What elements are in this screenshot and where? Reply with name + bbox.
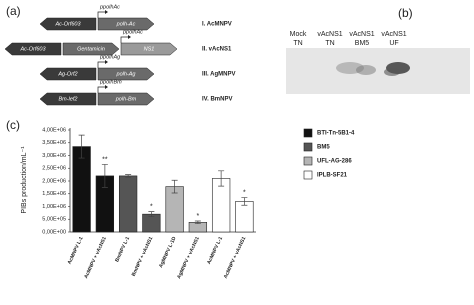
x-tick-label: AcMNPV + vAcNS1 <box>83 236 108 280</box>
lane-label: vAcNS1 <box>349 31 374 38</box>
promoter-head <box>105 85 108 89</box>
construct-name: I. AcMNPV <box>202 22 232 28</box>
y-tick-label: 3,00E+06 <box>42 153 66 159</box>
y-tick-label: 5,00E+05 <box>42 217 66 223</box>
y-tick-label: 1,50E+06 <box>42 191 66 197</box>
gene-label: polh-Ag <box>116 71 137 77</box>
x-tick-label: AcMNPV L-1 <box>67 236 85 266</box>
gene-label: Ac-Orf603 <box>54 21 81 27</box>
promoter-label: ppolhAg <box>99 54 121 60</box>
lane-label: BM5 <box>355 40 370 47</box>
legend-swatch <box>303 156 313 166</box>
panel-label: (c) <box>6 118 20 132</box>
error-bar <box>194 220 201 224</box>
x-tick-label: AgMNPV + vAcNS1 <box>176 236 201 280</box>
gene-arrow <box>39 17 97 31</box>
promoter-label: ppolhAc <box>122 29 143 35</box>
y-tick-label: 3,50E+06 <box>42 140 66 146</box>
x-tick-label: BmNPV L-1 <box>114 236 131 263</box>
y-tick-label: 2,00E+06 <box>42 178 66 184</box>
error-bar <box>148 211 155 218</box>
x-tick-label: AcMNPV L-1 <box>206 236 224 266</box>
significance: * <box>243 189 246 196</box>
lane-label: TN <box>293 40 302 47</box>
promoter-arrow <box>97 86 105 93</box>
x-tick-label: AgMNPV L-1D <box>158 236 178 269</box>
lane-label: Mock <box>290 31 307 38</box>
panel-label: (b) <box>398 6 413 20</box>
gene-label: Ac-Orf603 <box>19 46 46 52</box>
legend-label: BTI-Tn-5B1-4 <box>317 131 355 137</box>
y-tick-label: 0,00E+00 <box>42 229 66 235</box>
construct-name: II. vAcNS1 <box>202 47 232 53</box>
promoter-label: ppolhAc <box>99 4 120 10</box>
bar <box>118 175 138 233</box>
gene-arrow <box>120 42 178 56</box>
gene-label: Ag-Orf2 <box>57 71 77 77</box>
error-bar <box>101 164 108 188</box>
gene-arrow <box>4 42 62 56</box>
gene-arrow <box>39 92 97 106</box>
bar <box>211 178 231 233</box>
legend-swatch <box>303 142 313 152</box>
significance: * <box>197 213 200 220</box>
promoter-head <box>105 60 108 64</box>
gene-label: NS1 <box>144 46 155 52</box>
gene-label: Gentamicin <box>77 46 105 52</box>
promoter-arrow <box>120 36 128 43</box>
gene-arrow <box>97 92 155 106</box>
x-tick-label: AcMNPV + vAcNS1 <box>223 236 248 280</box>
blot <box>286 48 470 94</box>
gene-arrow <box>97 17 155 31</box>
promoter-head <box>105 10 108 14</box>
lane-label: TN <box>325 40 334 47</box>
gene-label: polh-Bm <box>115 96 137 102</box>
error-bar <box>125 174 132 178</box>
gene-label: polh-Ac <box>116 21 136 27</box>
gene-arrow <box>62 42 120 56</box>
legend-label: IPLB-SF21 <box>317 173 348 179</box>
significance: ** <box>102 156 108 163</box>
bar <box>235 201 254 233</box>
error-bar <box>78 134 85 159</box>
gene-label: Bm-lef2 <box>59 96 78 102</box>
legend-label: UFL-AG-286 <box>317 159 352 165</box>
construct-name: IV. BmNPV <box>202 97 232 103</box>
legend-swatch <box>303 128 313 138</box>
lane-label: vAcNS1 <box>381 31 406 38</box>
promoter-arrow <box>97 11 105 18</box>
legend-label: BM5 <box>317 145 330 151</box>
panel-label: (a) <box>6 4 21 18</box>
lane-label: vAcNS1 <box>317 31 342 38</box>
legend-swatch <box>303 170 313 180</box>
y-tick-label: 2,50E+06 <box>42 166 66 172</box>
promoter-arrow <box>97 61 105 68</box>
y-tick-label: 4,00E+06 <box>42 127 66 133</box>
promoter-head <box>128 35 131 39</box>
gene-arrow <box>39 67 97 81</box>
y-axis-label: PIBs production/mL⁻¹ <box>21 146 28 214</box>
promoter-label: ppolhBm <box>99 79 122 85</box>
error-bar <box>218 170 225 187</box>
significance: * <box>150 203 153 210</box>
bar <box>72 146 91 233</box>
construct-name: III. AgMNPV <box>202 72 235 78</box>
error-bar <box>241 197 248 206</box>
y-tick-label: 1,00E+06 <box>42 204 66 210</box>
bar <box>165 186 184 233</box>
x-tick-label: BmNPV + vAcNS1 <box>131 236 155 278</box>
lane-label: UF <box>389 40 398 47</box>
error-bar <box>171 179 178 194</box>
gene-arrow <box>97 67 155 81</box>
